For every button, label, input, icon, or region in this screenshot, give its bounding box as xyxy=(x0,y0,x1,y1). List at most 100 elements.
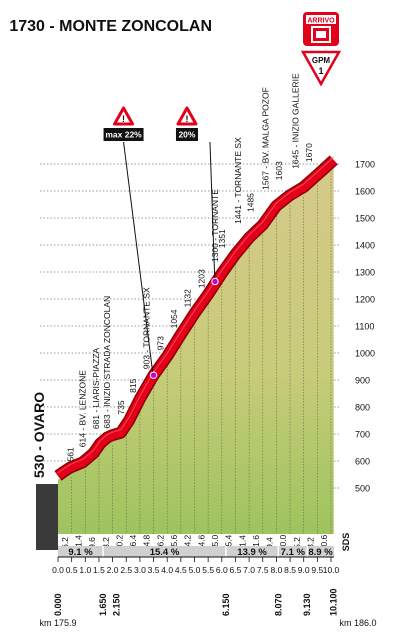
callout-box xyxy=(103,128,144,141)
gpm-category: 1 xyxy=(318,66,323,76)
x-tick-label: 0.0 xyxy=(52,565,64,575)
elevation-label: 1670 xyxy=(304,143,314,162)
elevation-label: 1203 xyxy=(196,269,206,288)
elevation-label: 735 xyxy=(116,400,126,414)
x-tick-label: 7.0 xyxy=(243,565,255,575)
elevation-label: 815 xyxy=(128,378,138,392)
y-tick-label: 1100 xyxy=(355,322,374,332)
summary-bar xyxy=(58,546,334,557)
x-tick-label: 8.5 xyxy=(284,565,296,575)
x-tick-label: 5.5 xyxy=(202,565,214,575)
km-end-label: km 186.0 xyxy=(339,618,376,628)
elevation-label: 683 - INIZIO STRADA ZONCOLAN xyxy=(102,296,112,429)
x-tick-label: 6.0 xyxy=(216,565,228,575)
segment-gradient: 16.4 xyxy=(128,534,138,551)
y-tick-label: 1200 xyxy=(355,295,375,305)
sds-mark: SDS xyxy=(341,533,351,552)
callout-label: max 22% xyxy=(105,130,142,140)
x-tick-label: 3.5 xyxy=(148,565,160,575)
x-tick-label: 4.0 xyxy=(161,565,173,575)
callout-point xyxy=(211,277,219,286)
y-tick-label: 1300 xyxy=(355,268,375,278)
segment-gradient: 9.4 xyxy=(265,537,275,549)
summary-gradient: 15.4 % xyxy=(150,547,180,558)
segment-gradient: 14.2 xyxy=(183,534,193,551)
elevation-label: 1132 xyxy=(183,289,193,308)
y-tick-label: 700 xyxy=(355,430,370,440)
x-distance-label: 9.130 xyxy=(302,593,312,616)
segment-gradient: 14.8 xyxy=(142,534,152,551)
start-label: 530 - OVARO xyxy=(31,392,47,478)
y-axis-tick-labels: 500 600 700 800 900 1000 1100 1200 1300 1400 1500 1… xyxy=(355,160,375,494)
segment-gradient: 10.6 xyxy=(319,534,329,551)
road-profile xyxy=(54,155,338,481)
x-tick-label: 7.5 xyxy=(257,565,269,575)
y-tick-label: 1000 xyxy=(355,349,375,359)
x-tick-label: 8.0 xyxy=(270,565,282,575)
summary-gradients: 9.1 % 15.4 % 13.9 % 7.1 % 8.9 % xyxy=(68,546,333,558)
segment-gradient: 16.2 xyxy=(155,534,165,551)
x-tick-label: 1.5 xyxy=(93,565,105,575)
elevation-label: 1300 - TORNANTE xyxy=(210,189,220,262)
segment-gradient: 9.6 xyxy=(87,537,97,549)
x-distance-label: 6.150 xyxy=(221,593,231,616)
x-tick-label: 3.0 xyxy=(134,565,146,575)
hill-fill xyxy=(58,164,334,534)
summary-gradient: 9.1 % xyxy=(68,547,93,558)
kilometre-drop-lines xyxy=(71,172,332,534)
segment-gradient: 5.2 xyxy=(292,537,302,549)
gradient-callout: ! max 22% xyxy=(103,106,158,380)
x-distance-label: 0.000 xyxy=(53,593,63,616)
callout-label: 20% xyxy=(178,130,195,140)
x-tick-label: 9.5 xyxy=(311,565,323,575)
warning-icon xyxy=(176,106,198,126)
segment-gradient: 15.4 xyxy=(224,534,234,551)
y-tick-label: 800 xyxy=(355,403,370,413)
x-tick-label: 1.0 xyxy=(79,565,91,575)
elevation-label: 561 xyxy=(65,447,75,461)
gpm-marker: GPM 1 xyxy=(300,50,342,87)
elevation-label: 1351 xyxy=(217,229,227,248)
x-distance-label: 1.650 xyxy=(98,593,108,616)
x-tick-label: 9.0 xyxy=(298,565,310,575)
segment-gradient: 10.0 xyxy=(278,534,288,551)
segment-gradient: 11.4 xyxy=(237,535,247,551)
callout-leader xyxy=(123,141,155,380)
gradient-callouts: ! max 22%! 20% xyxy=(103,106,219,380)
warning-icon xyxy=(113,106,135,126)
warning-icon-mark: ! xyxy=(185,114,188,124)
x-distance-label: 8.070 xyxy=(273,593,283,616)
finish-badge: ARRIVO xyxy=(303,12,339,46)
x-distance-label: 10.100 xyxy=(329,588,339,616)
elevation-label: 1567 - BV. MALGA POZOF xyxy=(261,87,271,190)
segment-gradient: 15.6 xyxy=(169,534,179,551)
segment-gradient: 14.6 xyxy=(196,534,206,551)
elevation-label: 1645 - INIZIO GALLERIE xyxy=(291,73,301,169)
segment-gradient: 10.2 xyxy=(114,534,124,551)
segment-gradient: 6.2 xyxy=(60,537,70,549)
summary-gradient: 7.1 % xyxy=(281,547,306,558)
summary-gradient: 13.9 % xyxy=(237,547,267,558)
y-tick-label: 900 xyxy=(355,376,370,386)
callout-box xyxy=(175,128,198,141)
x-tick-label: 10.0 xyxy=(323,565,340,575)
x-axis-distance-labels: 0.000 1.650 2.150 6.150 8.070 9.130 10.100 xyxy=(53,588,339,616)
gradient-strip xyxy=(58,534,334,546)
x-tick-label: 4.5 xyxy=(175,565,187,575)
km-start-label: km 175.9 xyxy=(39,618,76,628)
x-distance-label: 2.150 xyxy=(112,593,122,616)
elevation-label: 1054 xyxy=(169,309,179,328)
segment-gradient: 11.4 xyxy=(74,535,84,551)
elevation-label: 1441 - TORNANTE SX xyxy=(233,137,243,224)
callout-leader xyxy=(209,141,216,286)
summary-gradient: 8.9 % xyxy=(308,547,333,558)
profile-area xyxy=(58,164,334,534)
chart-title: 1730 - MONTE ZONCOLAN xyxy=(9,18,212,35)
y-tick-label: 1400 xyxy=(355,241,375,251)
x-tick-label: 2.5 xyxy=(120,565,132,575)
segment-gradient: 8.2 xyxy=(306,537,316,549)
finish-badge-label: ARRIVO xyxy=(307,18,335,25)
y-tick-label: 1600 xyxy=(355,187,375,197)
y-tick-label: 500 xyxy=(355,484,370,494)
gradient-callout: ! 20% xyxy=(175,106,219,286)
